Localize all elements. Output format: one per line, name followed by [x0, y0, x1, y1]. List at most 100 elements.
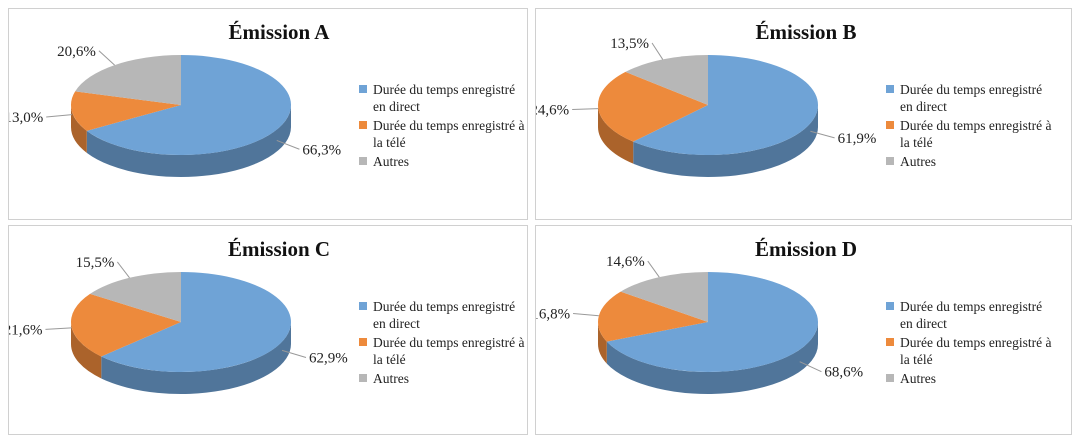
legend-label: Autres	[373, 371, 409, 386]
pie-tops	[598, 272, 818, 372]
data-label: 68,6%	[824, 365, 863, 381]
legend-label: Durée du temps enregistré à la télé	[900, 335, 1052, 367]
chart-title: Émission B	[756, 20, 857, 44]
pie-sides	[71, 105, 291, 177]
chart-panel: Émission A 66,3% 13,0% 20,6% Durée du temps …	[8, 8, 528, 220]
data-label: 21,6%	[9, 322, 42, 338]
chart: Émission A 66,3% 13,0% 20,6%	[9, 20, 341, 177]
legend-label: Durée du temps enregistré en direct	[373, 82, 516, 114]
legend-label: Autres	[900, 371, 936, 386]
pie-slice	[633, 55, 818, 155]
legend-item: Autres	[886, 153, 1058, 170]
legend-label: Durée du temps enregistré en direct	[373, 299, 516, 331]
pie-tops	[598, 55, 818, 155]
chart-title: Émission A	[229, 20, 331, 44]
legend-swatch	[359, 121, 367, 129]
pie-slice	[90, 272, 181, 322]
legend: Durée du temps enregistré en direct Durée…	[359, 81, 531, 172]
pie-side	[101, 322, 292, 394]
legend-swatch	[359, 157, 367, 165]
legend-label: Durée du temps enregistré à la télé	[373, 335, 525, 367]
legend-item: Durée du temps enregistré en direct	[886, 81, 1058, 115]
legend-item: Autres	[359, 370, 531, 387]
legend: Durée du temps enregistré en direct Durée…	[886, 81, 1058, 172]
legend-label: Durée du temps enregistré à la télé	[373, 118, 525, 150]
legend-swatch	[359, 338, 367, 346]
leader-line	[572, 108, 599, 111]
pie-sides	[598, 322, 818, 394]
leader-line	[810, 130, 835, 139]
pie-slice	[101, 272, 292, 372]
legend-swatch	[359, 85, 367, 93]
legend-item: Autres	[359, 153, 531, 170]
chart-title: Émission C	[228, 237, 330, 261]
data-label: 24,6%	[536, 103, 569, 119]
legend-label: Autres	[900, 154, 936, 169]
pie-side	[71, 322, 102, 379]
legend-label: Autres	[373, 154, 409, 169]
pie-tops	[71, 55, 291, 155]
pie-slice	[598, 71, 708, 142]
legend-label: Durée du temps enregistré en direct	[900, 299, 1043, 331]
data-label: 13,0%	[9, 110, 43, 126]
data-label: 20,6%	[57, 44, 96, 60]
pie-slice	[598, 291, 708, 342]
pie-slice	[620, 272, 708, 322]
legend: Durée du temps enregistré en direct Durée…	[886, 298, 1058, 389]
pie-side	[606, 322, 818, 394]
chart: Émission D 68,6% 16,8% 14,6%	[536, 237, 863, 394]
legend-item: Durée du temps enregistré à la télé	[359, 117, 531, 151]
leader-line	[98, 50, 115, 66]
legend-item: Durée du temps enregistré en direct	[359, 81, 531, 115]
chart-panel: Émission B 61,9% 24,6% 13,5% Durée du temps …	[535, 8, 1072, 220]
legend-swatch	[886, 121, 894, 129]
leader-line	[45, 327, 72, 330]
pie-slice	[71, 293, 181, 357]
leader-line	[651, 42, 664, 60]
legend-item: Durée du temps enregistré en direct	[359, 298, 531, 332]
pie-side	[71, 105, 87, 153]
pie-tops	[71, 272, 292, 372]
pie-side	[633, 105, 818, 177]
chart: Émission B 61,9% 24,6% 13,5%	[536, 20, 877, 177]
legend: Durée du temps enregistré en direct Durée…	[359, 298, 531, 389]
data-label: 62,9%	[309, 350, 348, 366]
data-label: 61,9%	[838, 131, 877, 147]
data-label: 14,6%	[606, 254, 645, 270]
pie-sides	[598, 105, 818, 177]
legend-swatch	[886, 338, 894, 346]
legend-item: Durée du temps enregistré à la télé	[886, 117, 1058, 151]
chart: Émission C 62,9% 21,6% 15,5%	[9, 237, 348, 394]
pie-slice	[606, 272, 818, 372]
legend-swatch	[886, 302, 894, 310]
legend-swatch	[359, 374, 367, 382]
leader-line	[799, 361, 822, 373]
pie-side	[598, 322, 607, 364]
pie-slice	[625, 55, 708, 105]
legend-swatch	[886, 374, 894, 382]
pie-side	[598, 105, 634, 164]
data-label: 66,3%	[302, 142, 341, 158]
legend-item: Durée du temps enregistré en direct	[886, 298, 1058, 332]
legend-item: Durée du temps enregistré à la télé	[359, 334, 531, 368]
legend-label: Durée du temps enregistré en direct	[900, 82, 1043, 114]
leader-line	[276, 139, 300, 150]
data-label: 16,8%	[536, 306, 570, 322]
legend-item: Autres	[886, 370, 1058, 387]
legend-swatch	[886, 85, 894, 93]
data-label: 15,5%	[76, 255, 115, 271]
leader-line	[573, 312, 599, 317]
leader-line	[647, 260, 660, 278]
legend-item: Durée du temps enregistré à la télé	[886, 334, 1058, 368]
leader-line	[116, 261, 130, 279]
leader-line	[46, 114, 73, 118]
pie-slice	[75, 55, 181, 105]
pie-slice	[86, 55, 291, 155]
legend-swatch	[886, 157, 894, 165]
chart-panel: Émission D 68,6% 16,8% 14,6% Durée du temps …	[535, 225, 1072, 435]
chart-panel: Émission C 62,9% 21,6% 15,5% Durée du temps …	[8, 225, 528, 435]
legend-label: Durée du temps enregistré à la télé	[900, 118, 1052, 150]
leader-line	[281, 349, 307, 358]
data-label: 13,5%	[610, 36, 649, 52]
